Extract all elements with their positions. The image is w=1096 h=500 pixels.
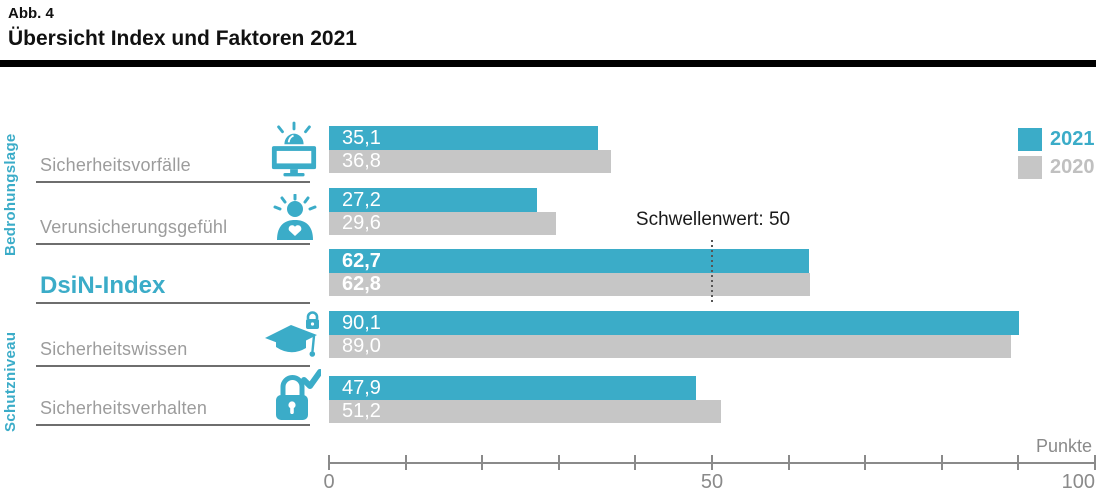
bar-2020-sicherheitsvorfaelle: 36,8	[329, 150, 611, 173]
bar-group-sicherheitsvorfaelle: 35,1 36,8	[329, 126, 611, 173]
underline	[36, 181, 310, 183]
x-axis-tick	[634, 455, 637, 470]
category-label-sicherheitsvorfaelle: Sicherheitsvorfälle	[40, 155, 191, 175]
x-axis-tick	[328, 455, 330, 470]
bar-2021-sicherheitsvorfaelle: 35,1	[329, 126, 598, 150]
x-axis-tick	[1017, 455, 1020, 470]
x-axis-tick	[864, 455, 867, 470]
person-alert-heart-icon	[272, 194, 318, 240]
bar-2021-verunsicherungsgefuehl: 27,2	[329, 188, 538, 212]
bar-value-label: 51,2	[342, 400, 381, 422]
bar-value-label: 35,1	[342, 126, 381, 149]
group-label-schutzniveau: Schutzniveau	[2, 331, 19, 433]
x-tick-label-0: 0	[323, 471, 335, 493]
bar-value-label: 62,8	[342, 273, 381, 295]
bar-2021-sicherheitswissen: 90,1	[329, 311, 1020, 335]
bar-value-label: 90,1	[342, 311, 381, 334]
x-axis-tick	[787, 455, 790, 470]
bar-value-label: 47,9	[342, 376, 381, 399]
bar-value-label: 27,2	[342, 188, 381, 211]
x-axis	[328, 455, 1096, 470]
bar-group-verunsicherungsgefuehl: 27,2 29,6	[329, 188, 556, 235]
underline	[36, 365, 310, 367]
x-tick-label-100: 100	[1061, 471, 1095, 493]
bar-value-label: 62,7	[342, 249, 381, 272]
padlock-check-icon	[267, 368, 321, 424]
bar-value-label: 89,0	[342, 335, 381, 357]
bar-2021-sicherheitsverhalten: 47,9	[329, 376, 696, 400]
bar-value-label: 29,6	[342, 212, 381, 234]
bar-group-sicherheitswissen: 90,1 89,0	[329, 311, 1020, 358]
x-axis-unit-label: Punkte	[1035, 436, 1092, 456]
x-axis-tick	[404, 455, 407, 470]
alarm-monitor-icon	[270, 120, 318, 178]
category-label-dsin-index: DsiN-Index	[40, 272, 166, 299]
graduation-cap-lock-icon	[262, 309, 320, 363]
x-axis-tick	[940, 455, 943, 470]
underline	[36, 302, 310, 304]
bar-value-label: 36,8	[342, 150, 381, 172]
x-axis-tick	[481, 455, 484, 470]
bar-group-dsin-index: 62,7 62,8	[329, 249, 810, 296]
bar-2020-verunsicherungsgefuehl: 29,6	[329, 212, 556, 235]
bar-2020-sicherheitswissen: 89,0	[329, 335, 1011, 358]
figure-number: Abb. 4	[8, 5, 54, 22]
x-tick-label-50: 50	[700, 471, 724, 493]
legend-label-2021: 2021	[1050, 128, 1095, 150]
bar-2020-dsin-index: 62,8	[329, 273, 810, 296]
legend-label-2020: 2020	[1050, 156, 1095, 178]
x-axis-tick	[711, 455, 713, 470]
underline	[36, 424, 310, 426]
threshold-label: Schwellenwert: 50	[635, 209, 791, 230]
threshold-line	[711, 240, 713, 305]
bar-group-sicherheitsverhalten: 47,9 51,2	[329, 376, 722, 423]
bar-2021-dsin-index: 62,7	[329, 249, 810, 273]
legend-swatch-2021	[1018, 128, 1042, 151]
x-axis-tick	[557, 455, 560, 470]
group-label-bedrohungslage: Bedrohungslage	[2, 133, 19, 257]
bar-2020-sicherheitsverhalten: 51,2	[329, 400, 722, 423]
x-axis-tick	[1094, 455, 1096, 470]
category-label-sicherheitswissen: Sicherheitswissen	[40, 339, 188, 359]
category-label-sicherheitsverhalten: Sicherheitsverhalten	[40, 398, 208, 418]
header-rule	[0, 60, 1096, 67]
legend-swatch-2020	[1018, 156, 1042, 179]
category-label-verunsicherungsgefuehl: Verunsicherungsgefühl	[40, 217, 228, 237]
underline	[36, 243, 310, 245]
figure-title: Übersicht Index und Faktoren 2021	[8, 27, 357, 50]
